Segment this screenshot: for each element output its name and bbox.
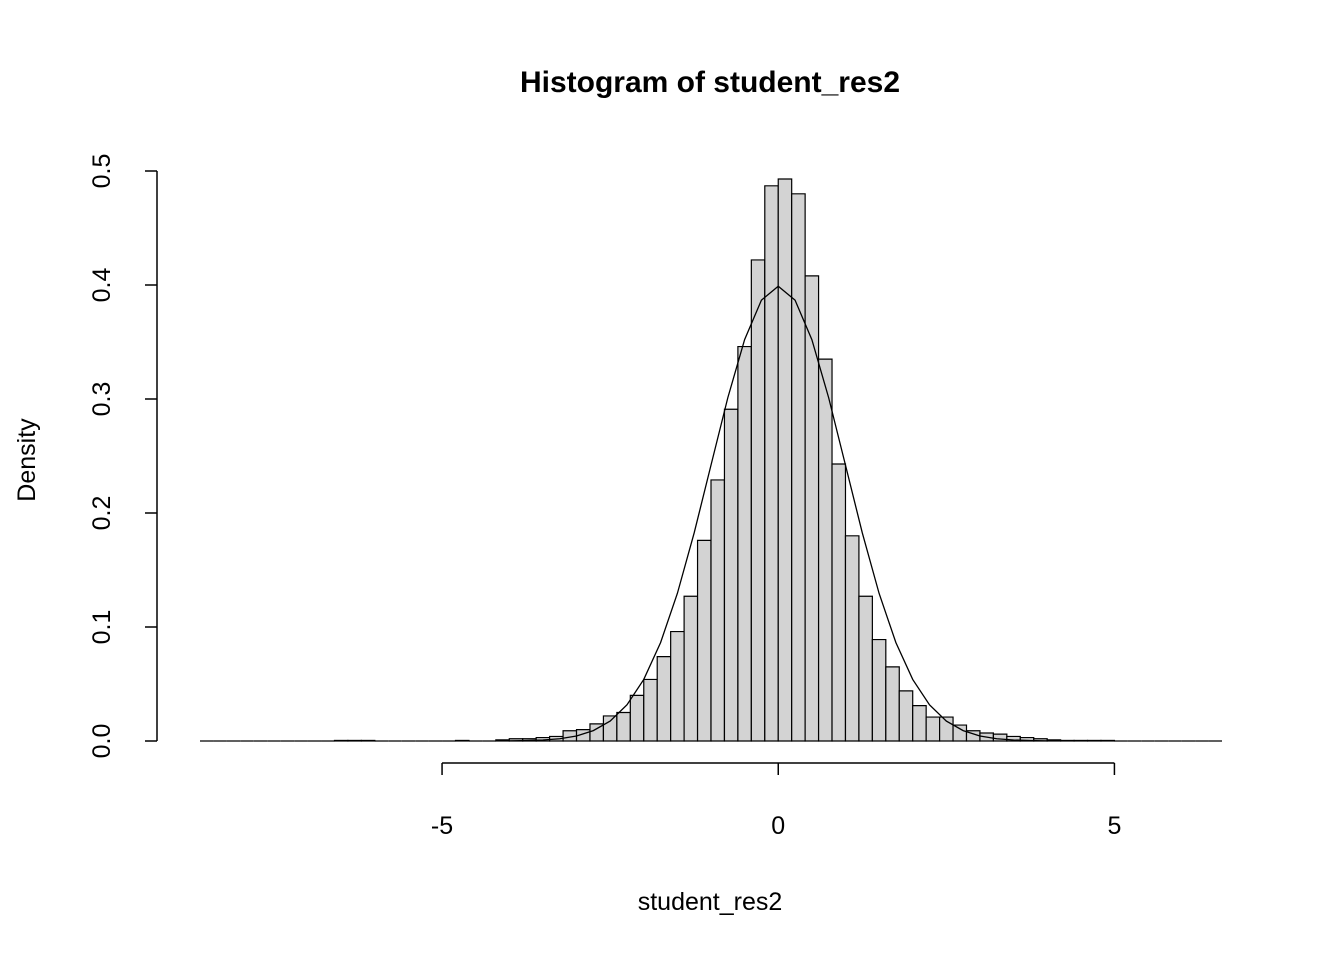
bar bbox=[831, 463, 847, 742]
bar bbox=[804, 275, 820, 742]
bar bbox=[925, 716, 941, 742]
bar bbox=[992, 733, 1008, 742]
bar bbox=[1046, 739, 1062, 742]
bar bbox=[777, 178, 793, 742]
bar bbox=[791, 193, 806, 742]
bar bbox=[737, 345, 752, 742]
bar bbox=[871, 638, 887, 742]
bar bbox=[616, 711, 631, 742]
bar bbox=[912, 705, 927, 742]
bar bbox=[1100, 739, 1116, 742]
y-tick-label: 0.2 bbox=[88, 496, 116, 531]
x-tick-label: 0 bbox=[771, 812, 785, 840]
bar bbox=[952, 724, 968, 742]
bar bbox=[817, 358, 833, 742]
bar bbox=[629, 694, 645, 742]
bar bbox=[858, 595, 873, 742]
bar bbox=[454, 739, 470, 742]
bar bbox=[1073, 739, 1089, 742]
y-axis-label: Density bbox=[13, 418, 41, 502]
bar bbox=[844, 535, 860, 742]
x-axis-label: student_res2 bbox=[638, 888, 783, 916]
bar bbox=[360, 739, 376, 742]
bar bbox=[656, 656, 672, 742]
chart-title: Histogram of student_res2 bbox=[520, 66, 900, 99]
bar bbox=[764, 185, 779, 742]
y-tick-label: 0.4 bbox=[88, 268, 116, 303]
density-curve bbox=[509, 285, 1048, 742]
x-tick-label: 5 bbox=[1107, 812, 1121, 840]
x-tick-label: -5 bbox=[431, 812, 453, 840]
bar bbox=[1086, 739, 1102, 742]
bar bbox=[898, 690, 914, 742]
y-tick-label: 0.0 bbox=[88, 724, 116, 759]
bar bbox=[495, 739, 510, 742]
bar bbox=[1060, 739, 1075, 742]
bar bbox=[347, 739, 362, 742]
y-tick-label: 0.1 bbox=[88, 610, 116, 645]
bar bbox=[670, 630, 685, 742]
y-tick-label: 0.5 bbox=[88, 154, 116, 189]
bar bbox=[696, 539, 712, 742]
bar bbox=[643, 678, 658, 742]
bar bbox=[683, 595, 699, 742]
y-tick-label: 0.3 bbox=[88, 382, 116, 417]
bar bbox=[885, 666, 900, 742]
bar bbox=[333, 739, 349, 742]
bar bbox=[602, 715, 618, 742]
bar bbox=[710, 479, 726, 742]
bar bbox=[723, 408, 739, 742]
bar bbox=[750, 259, 766, 742]
